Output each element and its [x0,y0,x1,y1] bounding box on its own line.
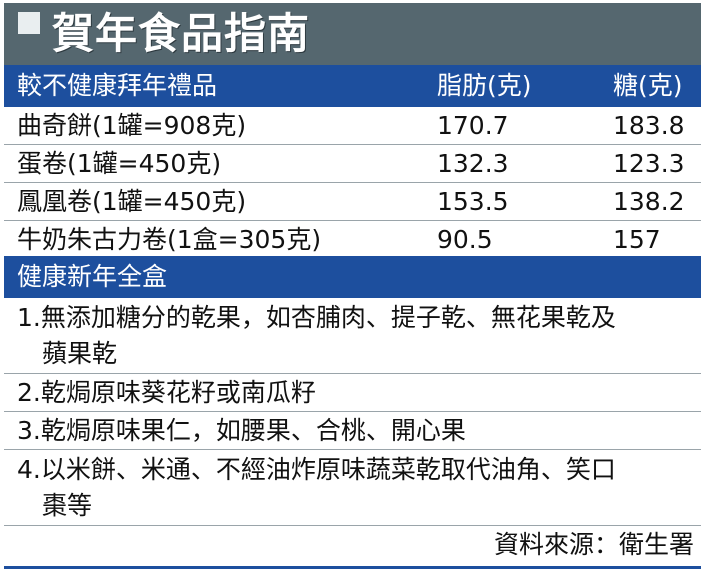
item-text-continued: 棗等 [42,491,93,520]
row-sugar: 138.2 [613,187,685,216]
table-row: 牛奶朱古力卷(1盒=305克) 90.5 157 [4,221,701,259]
row-fat: 153.5 [437,187,509,216]
item-text: 4.以米餅、米通、不經油炸原味蔬菜乾取代油角、笑口 [17,455,616,484]
row-name: 蛋卷(1罐=450克) [17,149,222,178]
healthy-header-label: 健康新年全盒 [17,262,168,291]
row-sugar: 157 [613,225,661,254]
list-item: 1.無添加糖分的乾果，如杏脯肉、提子乾、無花果乾及 蘋果乾 [4,298,701,374]
list-item: 2.乾焗原味葵花籽或南瓜籽 [4,374,701,412]
item-text: 2.乾焗原味葵花籽或南瓜籽 [17,378,316,407]
source-credit: 資料來源：衛生署 [493,530,694,559]
table-row: 鳳凰卷(1罐=450克) 153.5 138.2 [4,183,701,221]
title-banner: 賀年食品指南 [4,3,701,65]
table-row: 曲奇餅(1罐=908克) 170.7 183.8 [4,107,701,145]
row-name: 牛奶朱古力卷(1盒=305克) [17,225,322,254]
table-row: 蛋卷(1罐=450克) 132.3 123.3 [4,145,701,183]
row-sugar: 183.8 [613,111,685,140]
item-text: 1.無添加糖分的乾果，如杏脯肉、提子乾、無花果乾及 [17,303,616,332]
unhealthy-table-header: 較不健康拜年禮品 脂肪(克) 糖(克) [4,65,701,107]
healthy-section-header: 健康新年全盒 [4,256,701,298]
title-square-decoration [18,12,40,34]
row-name: 曲奇餅(1罐=908克) [17,111,247,140]
list-item: 4.以米餅、米通、不經油炸原味蔬菜乾取代油角、笑口 棗等 [4,450,701,526]
row-fat: 90.5 [437,225,493,254]
item-text-continued: 蘋果乾 [42,339,118,368]
column-header-fat: 脂肪(克) [437,71,532,100]
row-fat: 132.3 [437,149,509,178]
row-fat: 170.7 [437,111,509,140]
list-item: 3.乾焗原味果仁，如腰果、合桃、開心果 [4,412,701,450]
column-header-sugar: 糖(克) [613,71,683,100]
item-text: 3.乾焗原味果仁，如腰果、合桃、開心果 [17,416,466,445]
bottom-divider [4,566,701,569]
column-header-name: 較不健康拜年禮品 [17,71,218,100]
row-name: 鳳凰卷(1罐=450克) [17,187,247,216]
row-sugar: 123.3 [613,149,685,178]
page-title: 賀年食品指南 [52,9,311,58]
